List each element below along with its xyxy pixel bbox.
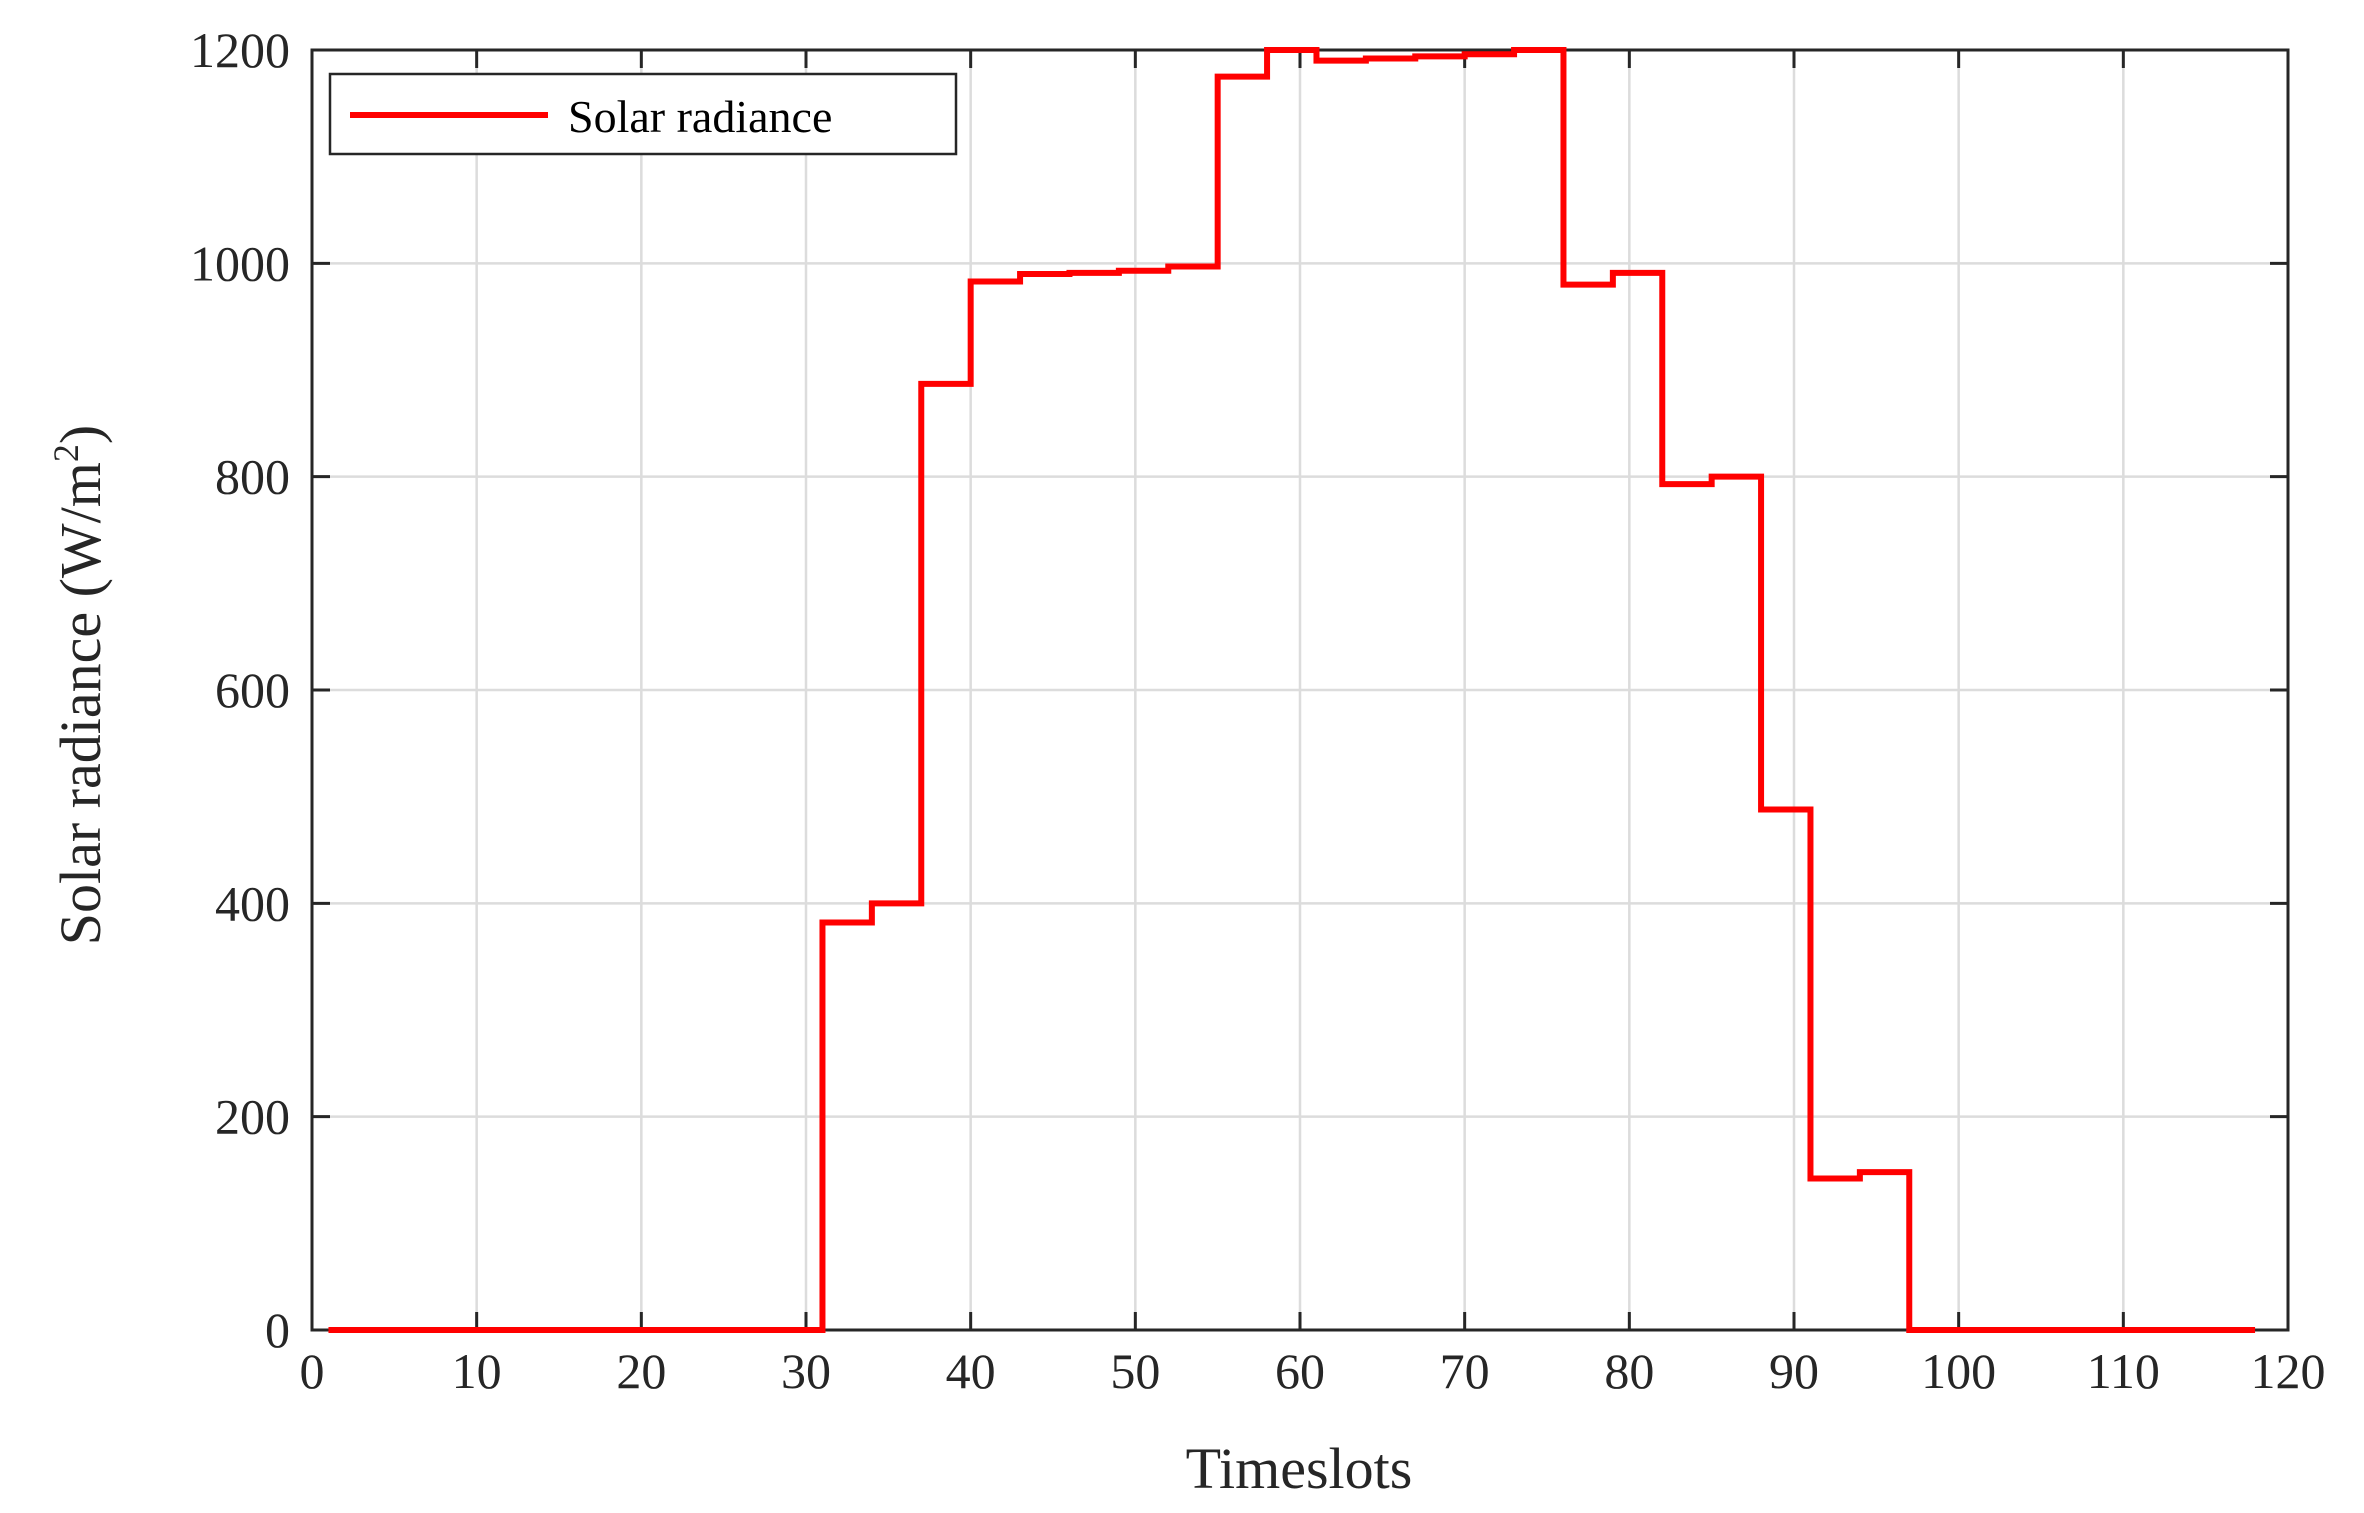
y-axis-title-main: Solar radiance (W/m — [48, 462, 113, 945]
y-axis-title-close: ) — [48, 425, 113, 444]
y-tick-label: 600 — [215, 662, 290, 718]
x-tick-label: 110 — [2087, 1343, 2160, 1399]
x-axis-title: Timeslots — [1186, 1436, 1413, 1501]
y-tick-label: 0 — [265, 1302, 290, 1358]
y-tick-label: 1200 — [190, 22, 290, 78]
x-tick-label: 120 — [2251, 1343, 2326, 1399]
x-tick-label: 50 — [1110, 1343, 1160, 1399]
x-tick-label: 100 — [1921, 1343, 1996, 1399]
series-layer — [328, 47, 2256, 1333]
y-tick-label: 400 — [215, 875, 290, 931]
x-tick-label: 10 — [452, 1343, 502, 1399]
y-tick-label: 1000 — [190, 235, 290, 291]
x-tick-label: 60 — [1275, 1343, 1325, 1399]
x-tick-labels: 0 10 20 30 40 50 60 70 80 90 100 110 120 — [300, 1343, 2326, 1399]
x-tick-label: 80 — [1604, 1343, 1654, 1399]
x-tick-label: 90 — [1769, 1343, 1819, 1399]
x-tick-label: 0 — [300, 1343, 325, 1399]
y-tick-label: 800 — [215, 449, 290, 505]
axis-ticks — [310, 48, 2290, 1332]
y-axis-title-superscript: 2 — [46, 444, 86, 462]
y-tick-labels: 0 200 400 600 800 1000 1200 — [190, 22, 290, 1358]
x-tick-label: 70 — [1440, 1343, 1490, 1399]
legend-label-solar-radiance: Solar radiance — [568, 91, 832, 142]
y-axis-title: Solar radiance (W/m2) — [46, 425, 113, 945]
y-tick-label: 200 — [215, 1089, 290, 1145]
x-tick-label: 40 — [946, 1343, 996, 1399]
legend: Solar radiance — [328, 72, 958, 156]
x-tick-label: 20 — [616, 1343, 666, 1399]
series-line-solar-radiance — [328, 47, 2256, 1333]
x-tick-label: 30 — [781, 1343, 831, 1399]
